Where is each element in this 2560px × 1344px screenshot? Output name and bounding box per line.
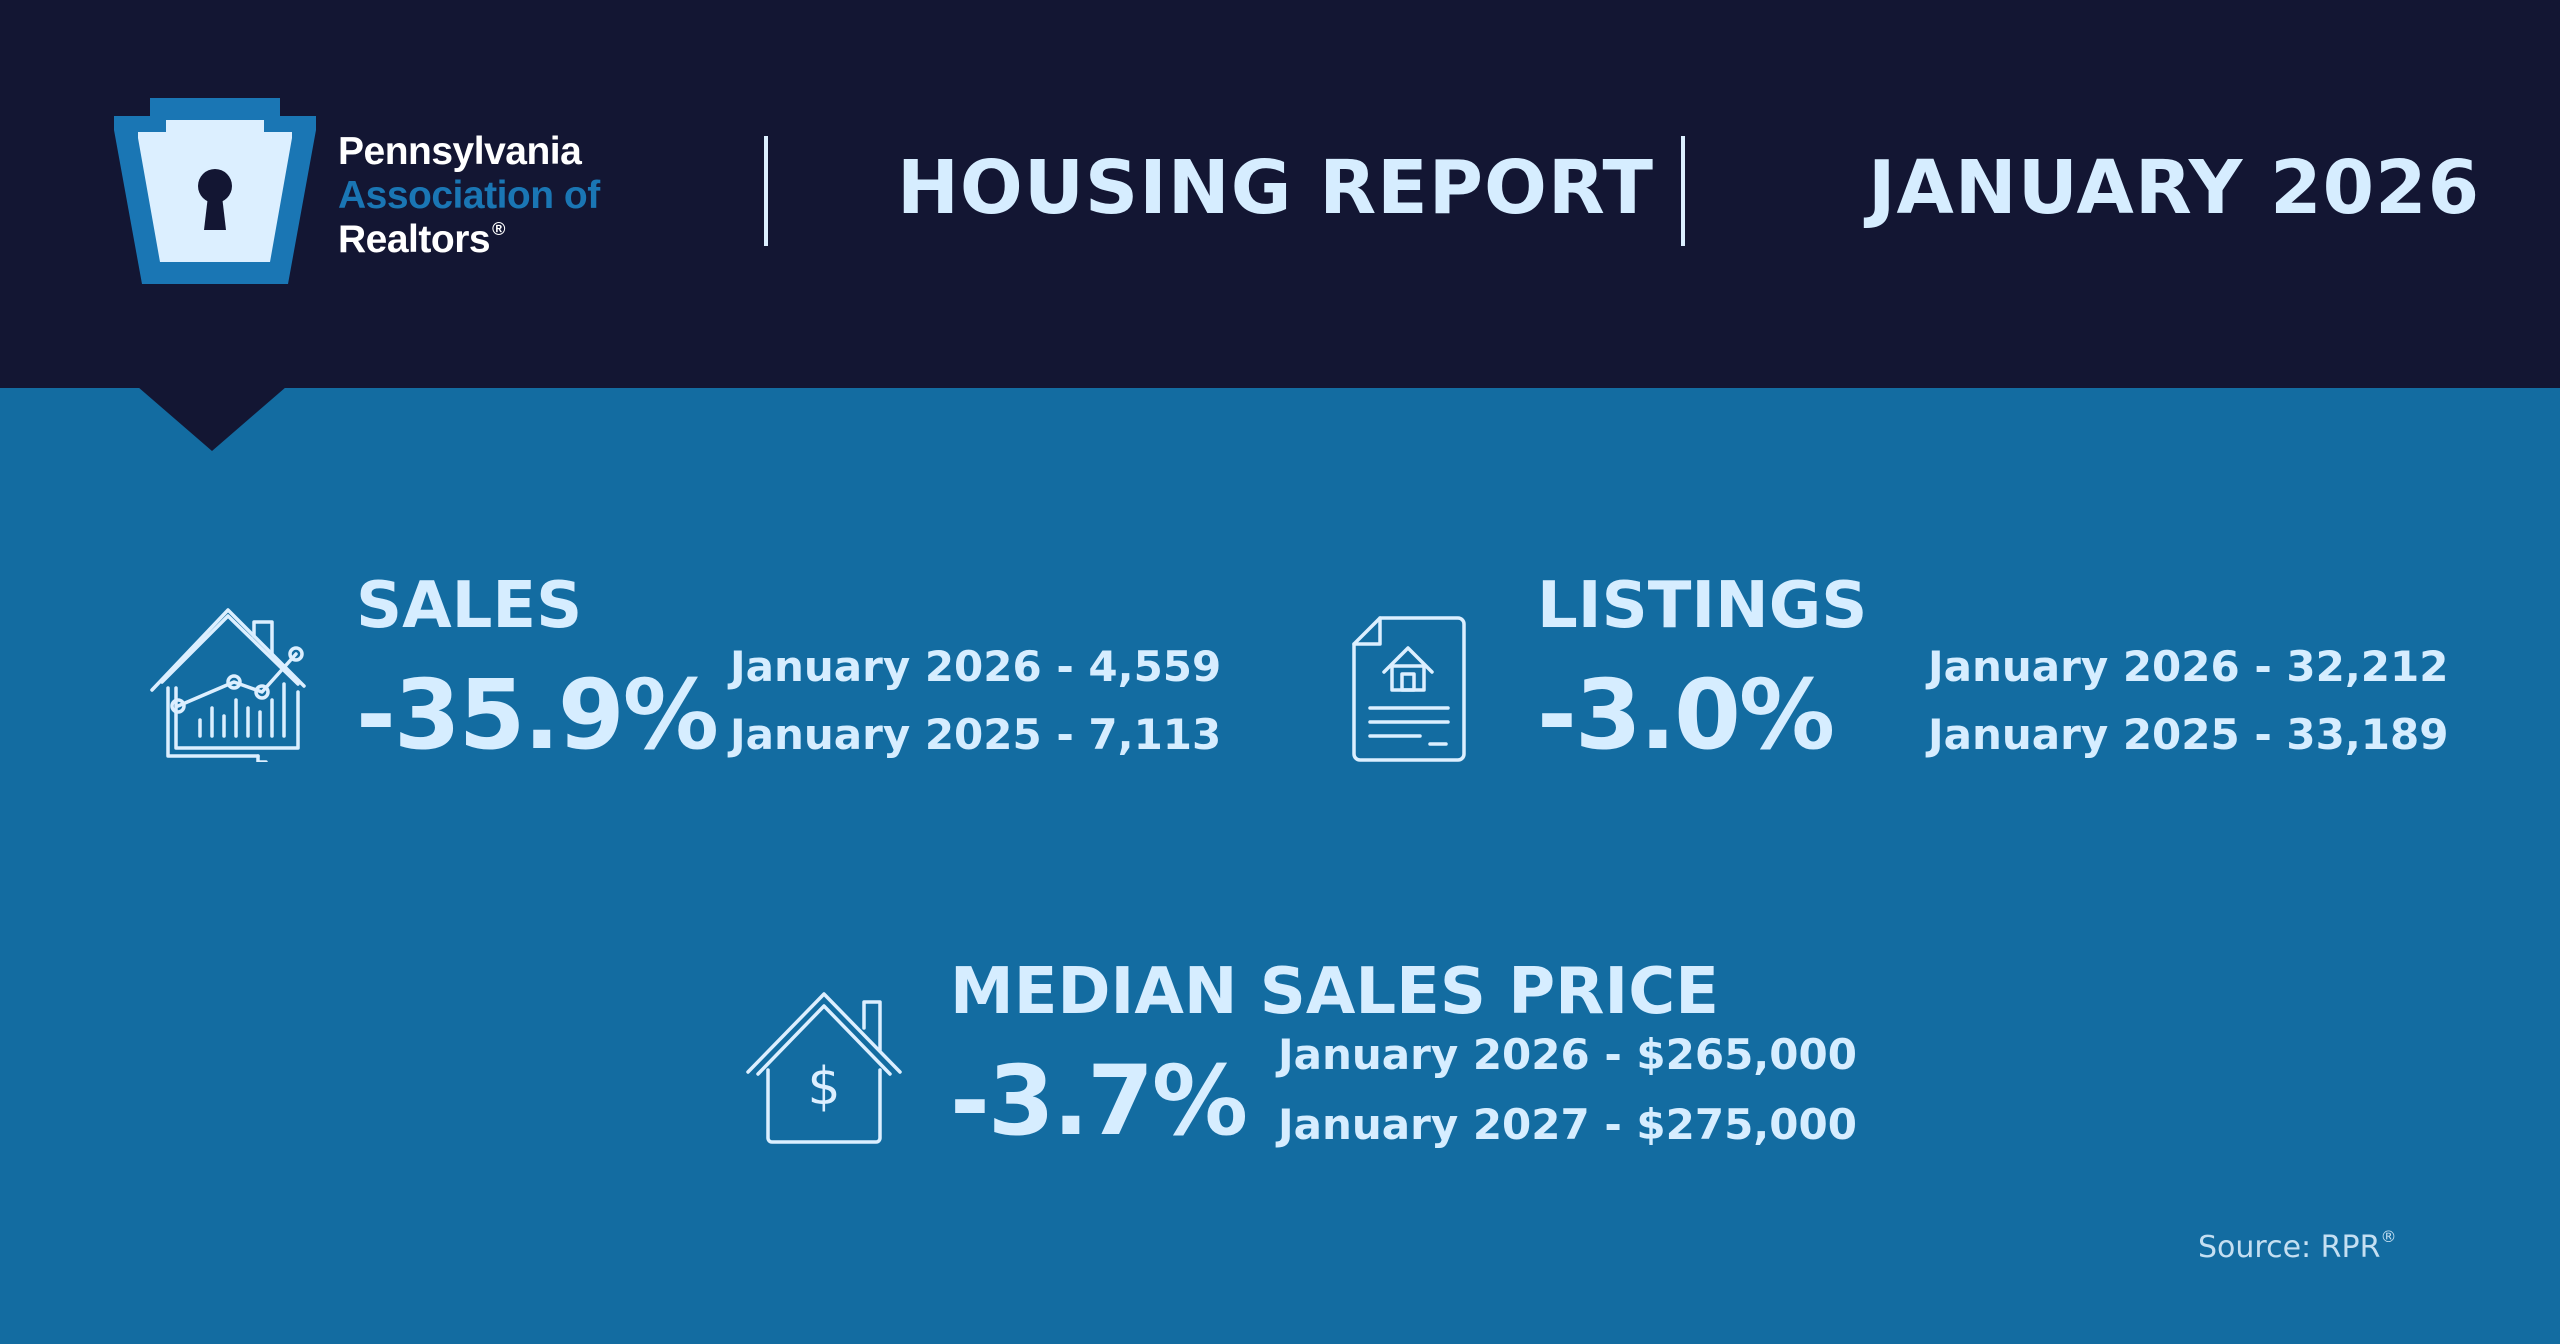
house-chart-icon [150, 608, 306, 762]
median-price-previous: January 2027 - $275,000 [1278, 1100, 1857, 1149]
report-title: HOUSING REPORT [897, 145, 1654, 231]
header-pointer [138, 387, 286, 451]
header-bar [0, 0, 2560, 388]
sales-label: SALES [356, 569, 583, 643]
logo-line-1: Pennsylvania [338, 130, 582, 173]
listings-label: LISTINGS [1537, 569, 1868, 643]
listing-document-icon [1352, 616, 1466, 762]
listings-previous: January 2025 - 33,189 [1928, 710, 2449, 759]
svg-text:$: $ [807, 1057, 840, 1117]
median-price-current: January 2026 - $265,000 [1278, 1030, 1857, 1079]
header-divider-1 [764, 136, 768, 246]
keystone-keyhole-icon [114, 98, 316, 284]
logo-wordmark: Pennsylvania Association of Realtors ® [338, 130, 600, 262]
header-divider-2 [1681, 136, 1685, 246]
source-registered-mark: ® [2380, 1227, 2397, 1246]
source-note: Source: RPR® [2198, 1228, 2396, 1268]
listings-current: January 2026 - 32,212 [1928, 642, 2449, 691]
sales-change: -35.9% [356, 659, 719, 771]
report-period: JANUARY 2026 [1868, 145, 2481, 231]
registered-mark: ® [492, 219, 505, 239]
logo-line-2: Association of [338, 174, 600, 217]
median-price-change: -3.7% [950, 1045, 1248, 1157]
house-dollar-icon: $ [746, 992, 902, 1144]
sales-current: January 2026 - 4,559 [730, 642, 1222, 691]
logo-line-3: Realtors ® [338, 218, 600, 262]
source-text: Source: RPR [2198, 1230, 2381, 1265]
logo-line-3-text: Realtors [338, 218, 491, 261]
sales-previous: January 2025 - 7,113 [730, 710, 1222, 759]
listings-change: -3.0% [1537, 659, 1835, 771]
median-price-label: MEDIAN SALES PRICE [950, 955, 1719, 1029]
